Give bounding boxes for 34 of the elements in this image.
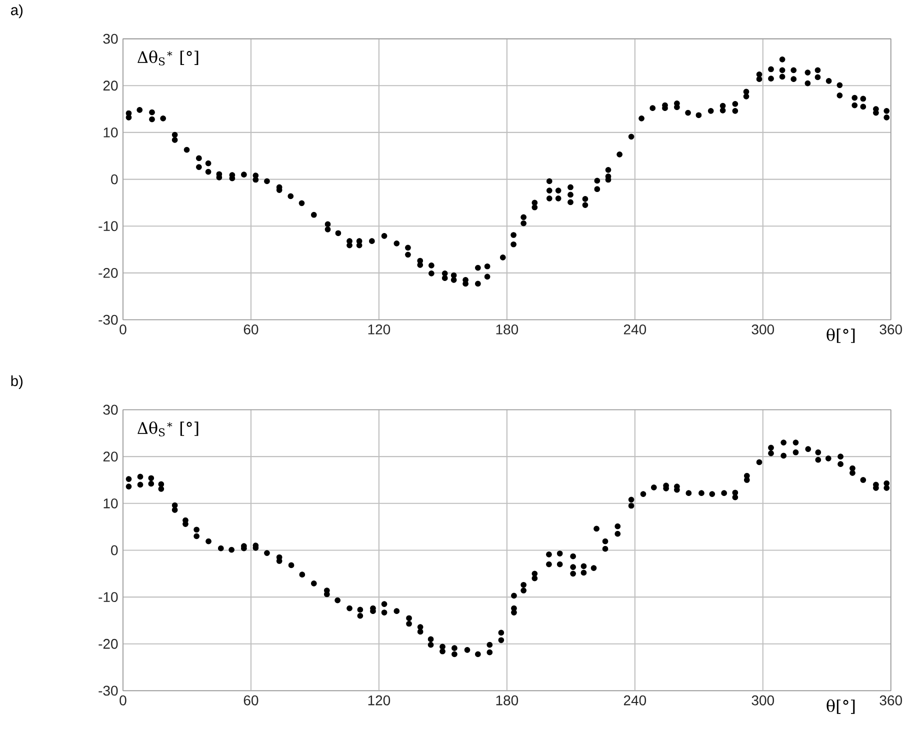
x-tick-label: 60	[244, 324, 258, 335]
x-tick-label: 0	[120, 696, 126, 706]
y-tick-label: -10	[98, 221, 118, 232]
x-tick-label: 300	[752, 324, 774, 335]
y-tick-label: -30	[98, 686, 118, 696]
x-tick-label: 180	[496, 696, 518, 706]
x-tick-label: 360	[880, 696, 902, 706]
chart-title: b)	[11, 376, 23, 390]
x-tick-label: 180	[496, 324, 518, 335]
y-tick-label: 30	[103, 34, 118, 44]
y-tick-label: 0	[111, 545, 118, 556]
x-tick-label: 0	[120, 324, 126, 335]
y-tick-label: -20	[98, 268, 118, 278]
y-axis-title: Δθ$_{S}$$^{∗}$ [°]	[138, 50, 198, 66]
x-axis-title: θ[°]	[826, 700, 855, 714]
chart-title: a)	[11, 4, 23, 18]
x-axis-title: θ[°]	[826, 328, 855, 344]
y-tick-label: 20	[103, 452, 118, 462]
x-tick-label: 300	[752, 696, 774, 706]
y-tick-label: -10	[98, 592, 118, 602]
y-tick-label: 10	[104, 128, 118, 138]
y-tick-label: 0	[111, 174, 118, 184]
x-tick-label: 120	[368, 324, 390, 335]
y-tick-label: -20	[98, 639, 118, 649]
y-tick-label: -30	[98, 314, 118, 325]
y-tick-label: 10	[104, 498, 118, 509]
x-tick-label: 240	[624, 324, 646, 335]
y-axis-title: Δθ$_{S}$$^{∗}$ [°]	[138, 422, 198, 437]
x-tick-label: 60	[244, 696, 258, 706]
x-tick-label: 120	[368, 696, 390, 706]
x-tick-label: 240	[624, 696, 646, 706]
x-tick-label: 360	[880, 324, 902, 335]
y-tick-label: 30	[103, 404, 118, 415]
y-tick-label: 20	[103, 80, 118, 91]
